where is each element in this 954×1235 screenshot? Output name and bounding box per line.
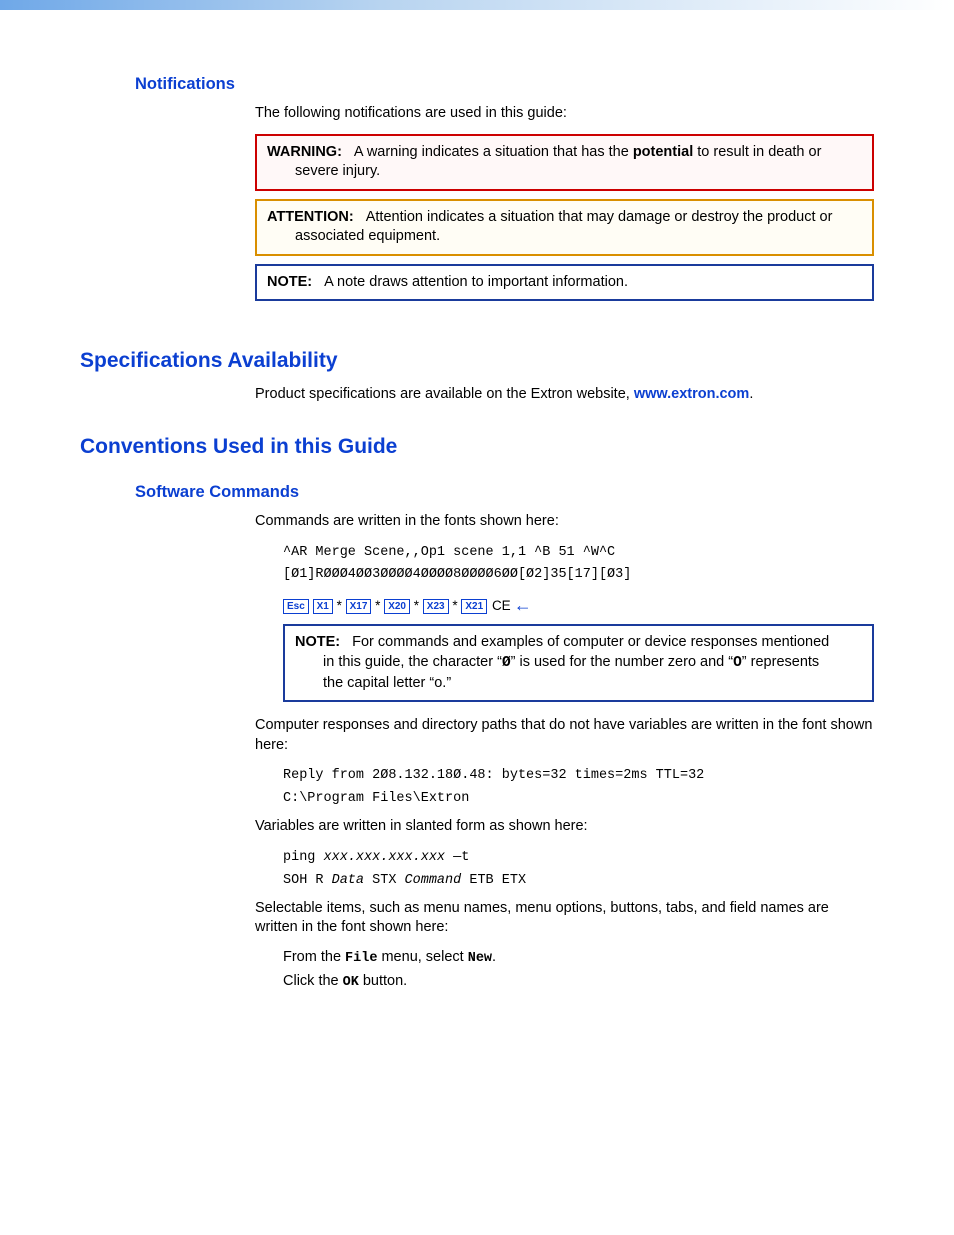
sel2-a: Click the [283, 973, 343, 989]
var1-pre: ping [283, 850, 324, 865]
star-2: * [375, 598, 380, 613]
key-x17: X17 [346, 599, 372, 614]
sel2-ok: OK [343, 975, 359, 990]
sel1-a: From the [283, 949, 345, 965]
star-1: * [337, 598, 342, 613]
selectable-intro: Selectable items, such as menu names, me… [255, 899, 874, 938]
var1-var: xxx.xxx.xxx.xxx [324, 850, 446, 865]
attention-text-wrap: associated equipment. [295, 227, 862, 247]
note-text: A note draws attention to important info… [324, 274, 628, 290]
heading-specs: Specifications Availability [80, 349, 874, 373]
key-x20: X20 [384, 599, 410, 614]
note-box: NOTE: A note draws attention to important… [255, 264, 874, 302]
resp-line-1: Reply from 2Ø8.132.18Ø.48: bytes=32 time… [283, 768, 704, 783]
commands-note-box: NOTE: For commands and examples of comput… [283, 624, 874, 702]
key-esc: Esc [283, 599, 309, 614]
sel2-c: button. [359, 973, 407, 989]
var2-a: SOH R [283, 873, 332, 888]
resp-line-2: C:\Program Files\Extron [283, 791, 469, 806]
sel-line-1: From the File menu, select New. [283, 948, 874, 968]
cmd-note-label: NOTE: [295, 634, 340, 650]
var2-e: ETB ETX [461, 873, 526, 888]
key-x1: X1 [313, 599, 333, 614]
header-gradient-bar [0, 0, 954, 10]
var2-b: Data [332, 873, 364, 888]
page-content: Notifications The following notification… [0, 75, 954, 1202]
warning-label: WARNING: [267, 144, 342, 160]
var2-c: STX [364, 873, 405, 888]
cmd-note-line3: the capital letter “o.” [295, 674, 862, 694]
sel-line-2: Click the OK button. [283, 972, 874, 992]
extron-link[interactable]: www.extron.com [634, 386, 749, 402]
selectable-examples: From the File menu, select New. Click th… [283, 948, 874, 992]
heading-software-commands: Software Commands [135, 483, 874, 502]
specs-text-post: . [749, 386, 753, 402]
sel1-e: . [492, 949, 496, 965]
var2-d: Command [405, 873, 462, 888]
responses-intro: Computer responses and directory paths t… [255, 716, 874, 755]
heading-notifications: Notifications [135, 75, 874, 94]
warning-text-post-inline: to result in death or [693, 144, 821, 160]
variables-code: ping xxx.xxx.xxx.xxx —t SOH R Data STX C… [283, 847, 874, 893]
specs-text-pre: Product specifications are available on … [255, 386, 634, 402]
key-x21: X21 [461, 599, 487, 614]
specs-text: Product specifications are available on … [255, 385, 874, 405]
code-line-2: [Ø1]RØØØ4ØØ3ØØØØ4ØØØØ8ØØØØ6ØØ[Ø2]35[17][… [283, 567, 631, 582]
key-sequence-row: Esc X1 * X17 * X20 * X23 * X21 CE← [283, 595, 874, 616]
return-arrow-icon: ← [514, 595, 532, 616]
response-code: Reply from 2Ø8.132.18Ø.48: bytes=32 time… [283, 765, 874, 811]
warning-text-wrap: severe injury. [295, 162, 862, 182]
ce-suffix: CE [492, 598, 511, 613]
sel1-file: File [345, 951, 377, 966]
variables-intro: Variables are written in slanted form as… [255, 817, 874, 837]
warning-text-bold: potential [633, 144, 693, 160]
warning-text-pre: A warning indicates a situation that has… [354, 144, 633, 160]
var-line-2: SOH R Data STX Command ETB ETX [283, 870, 874, 893]
code-line-1: ^AR Merge Scene,,Op1 scene 1,1 ^B 51 ^W^… [283, 545, 615, 560]
o-char: O [733, 655, 742, 671]
star-3: * [414, 598, 419, 613]
var1-post: —t [445, 850, 469, 865]
var-line-1: ping xxx.xxx.xxx.xxx —t [283, 847, 874, 870]
note-label: NOTE: [267, 274, 312, 290]
notifications-intro: The following notifications are used in … [255, 104, 874, 124]
attention-text-inline: Attention indicates a situation that may… [366, 209, 833, 225]
attention-box: ATTENTION: Attention indicates a situatio… [255, 199, 874, 256]
commands-intro: Commands are written in the fonts shown … [255, 512, 874, 532]
sel1-new: New [468, 951, 492, 966]
code-example-1: ^AR Merge Scene,,Op1 scene 1,1 ^B 51 ^W^… [283, 542, 874, 588]
heading-conventions: Conventions Used in this Guide [80, 435, 874, 459]
warning-box: WARNING: A warning indicates a situation … [255, 134, 874, 191]
sel1-c: menu, select [377, 949, 467, 965]
cmd-note-line1: For commands and examples of computer or… [352, 634, 829, 650]
software-body: Commands are written in the fonts shown … [255, 512, 874, 992]
cmd-note-line2: in this guide, the character “Ø” is used… [295, 653, 862, 674]
notifications-body: The following notifications are used in … [255, 104, 874, 301]
attention-label: ATTENTION: [267, 209, 354, 225]
star-4: * [452, 598, 457, 613]
zero-char: Ø [502, 655, 511, 671]
specs-body: Product specifications are available on … [255, 385, 874, 405]
key-x23: X23 [423, 599, 449, 614]
